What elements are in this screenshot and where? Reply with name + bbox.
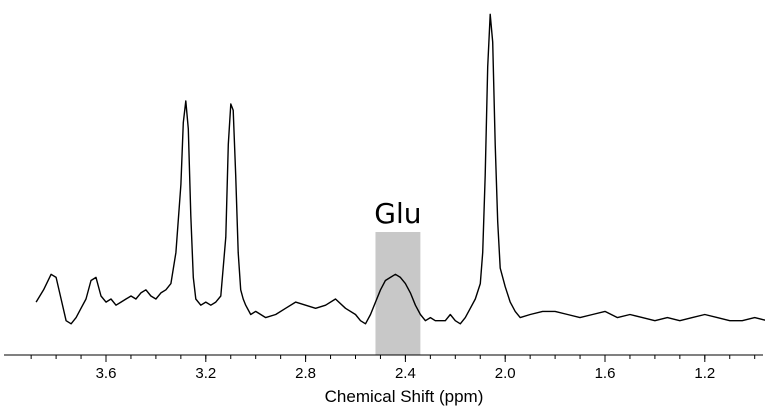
x-tick-label: 2.4 [395, 365, 416, 382]
x-tick-label: 2.8 [295, 365, 316, 382]
glu-region-layer: Glu [374, 197, 422, 355]
x-tick-label: 2.0 [495, 365, 516, 382]
x-axis-title: Chemical Shift (ppm) [325, 387, 484, 406]
x-tick-label: 1.2 [694, 365, 715, 382]
spectrum-series-line [35, 13, 765, 325]
glu-region-label: Glu [374, 197, 421, 230]
x-ticks: 3.6 3.2 2.8 2.4 2.0 1.6 1.2 [30, 355, 756, 382]
x-tick-label: 1.6 [595, 365, 616, 382]
glu-highlight-region [375, 232, 421, 355]
x-tick-label: 3.6 [96, 365, 117, 382]
x-tick-label: 3.2 [195, 365, 216, 382]
x-axis: 3.6 3.2 2.8 2.4 2.0 1.6 1.2 [4, 354, 763, 382]
